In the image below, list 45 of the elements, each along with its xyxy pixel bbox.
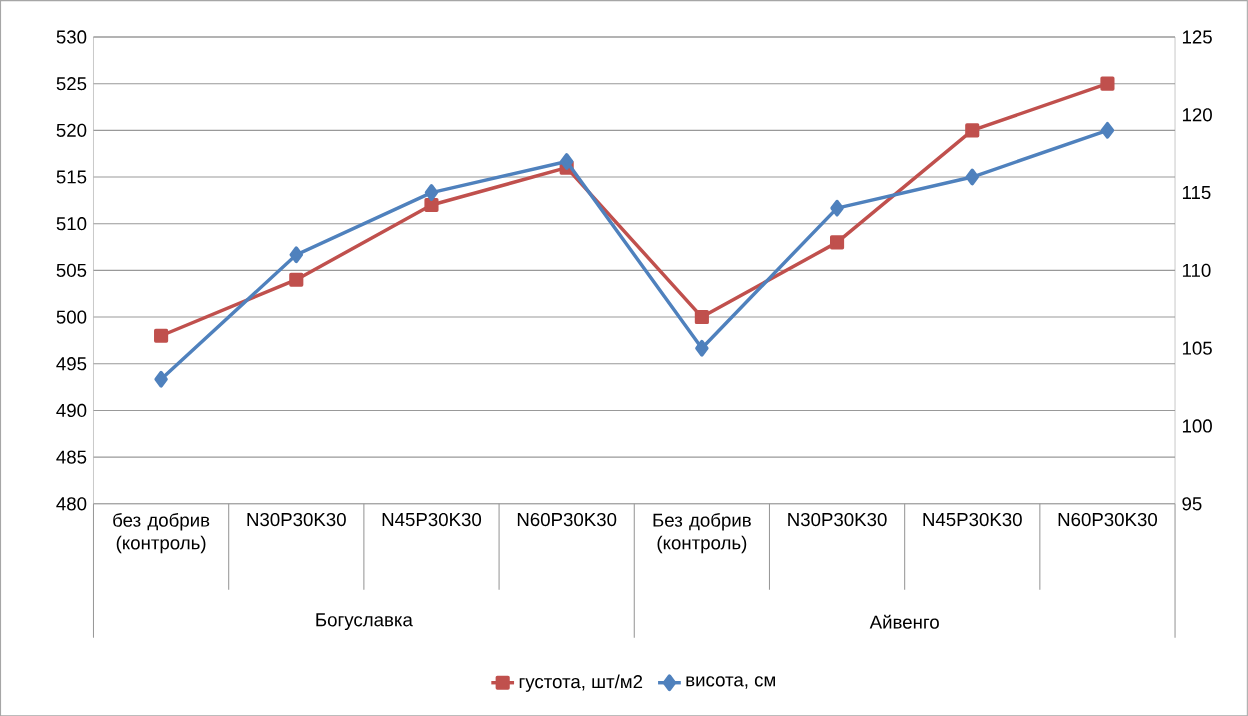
y-tick-label: 485	[56, 450, 87, 464]
y-tick-label: 530	[56, 30, 87, 44]
point	[424, 184, 439, 201]
y-tick-label: 500	[56, 310, 87, 324]
y2-tick-label: 125	[1182, 30, 1212, 44]
x-tick-label: N45P30K30	[923, 512, 1022, 527]
point	[424, 197, 439, 212]
y2-tick-label: 110	[1182, 263, 1211, 277]
y-tick-label: 490	[56, 403, 87, 417]
legend-label: густота, шт/м2	[519, 674, 643, 692]
point	[830, 199, 844, 217]
text: Богуславка	[316, 613, 413, 630]
y2-tick-label: 120	[1182, 108, 1212, 122]
y-tick-label: 480	[56, 497, 87, 511]
point	[289, 272, 304, 287]
x-tick-label: N30P30K30	[247, 512, 346, 527]
point	[154, 328, 169, 343]
x-tick-label: N60P30K30	[517, 512, 617, 527]
point	[1100, 121, 1115, 139]
y-tick-label: 510	[56, 216, 87, 231]
y-tick-label: 505	[56, 263, 87, 277]
point	[694, 309, 709, 325]
point	[965, 168, 979, 186]
y-tick-label: 515	[56, 170, 87, 184]
x-tick-label: N45P30K30	[382, 512, 482, 527]
text: Айвенго	[869, 614, 939, 629]
x-tick-label: Без добрив (контроль)	[653, 512, 751, 554]
y-tick-label: 525	[56, 76, 87, 91]
y-tick-label: 495	[56, 357, 87, 371]
point	[289, 246, 304, 264]
y2-tick-label: 100	[1182, 419, 1212, 433]
y-tick-label: 520	[56, 123, 87, 137]
y2-tick-label: 115	[1182, 185, 1211, 199]
x-tick-label: без добрив (контроль)	[113, 512, 210, 554]
y2-tick-label: 95	[1182, 497, 1202, 511]
x-tick-label: N30P30K30	[788, 512, 887, 527]
point	[154, 370, 168, 388]
point	[695, 339, 709, 357]
point	[829, 235, 845, 250]
point	[965, 123, 980, 138]
point	[1100, 76, 1115, 91]
legend-label: висота, см	[686, 676, 775, 689]
point	[559, 152, 574, 170]
x-tick-label: N60P30K30	[1058, 512, 1158, 527]
y2-tick-label: 105	[1182, 341, 1212, 355]
